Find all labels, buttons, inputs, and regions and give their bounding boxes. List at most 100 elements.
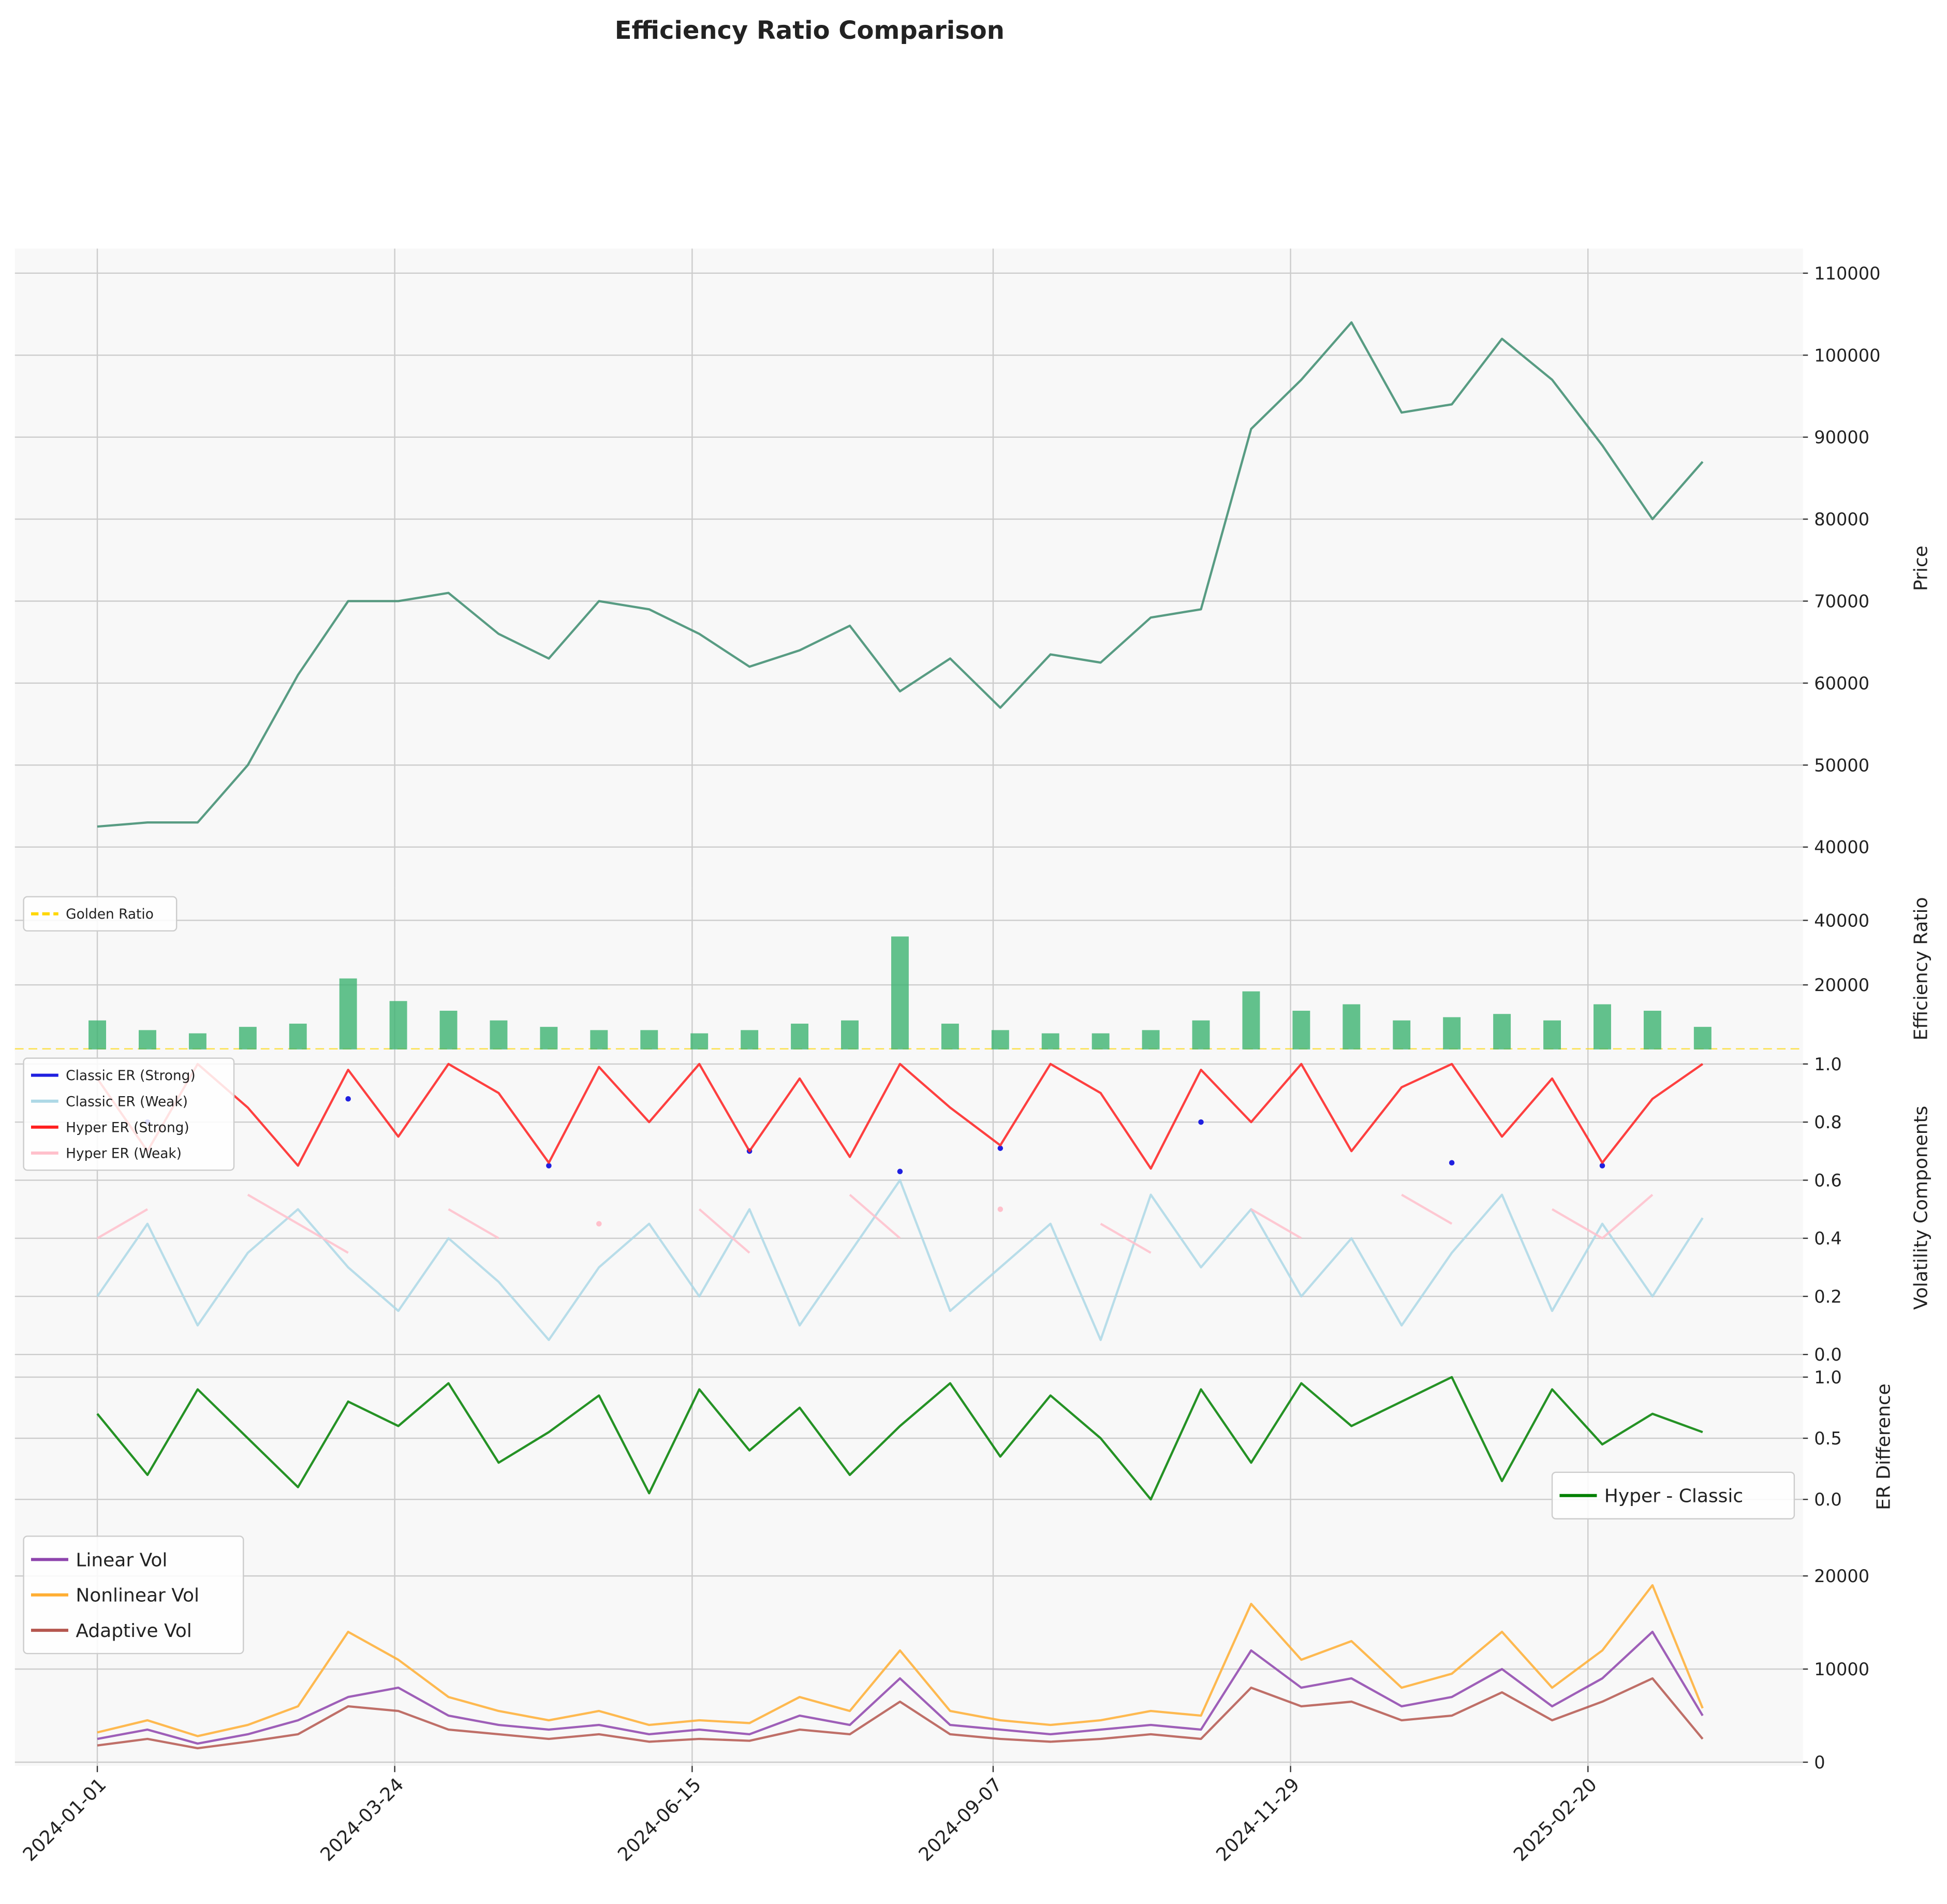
bar bbox=[741, 1030, 759, 1050]
bar bbox=[891, 936, 909, 1050]
line-point bbox=[596, 1221, 602, 1227]
bar bbox=[1493, 1014, 1511, 1050]
line bbox=[96, 1376, 1703, 1501]
y-axis-label: Price bbox=[1911, 545, 1932, 591]
y-tick-label: 50000 bbox=[1814, 755, 1869, 775]
y-tick-label: 40000 bbox=[1814, 910, 1869, 931]
line bbox=[849, 1193, 901, 1239]
legend-label: Classic ER (Strong) bbox=[66, 1068, 196, 1084]
y-tick-label: 0.0 bbox=[1814, 1489, 1841, 1510]
line-point bbox=[897, 1169, 903, 1174]
panel-background bbox=[14, 248, 1803, 888]
bar bbox=[690, 1033, 709, 1050]
bar bbox=[590, 1030, 608, 1050]
y-tick-label: 0.2 bbox=[1814, 1287, 1841, 1307]
line bbox=[96, 1062, 1704, 1170]
line-point bbox=[345, 1096, 351, 1102]
bar bbox=[188, 1033, 207, 1050]
y-tick-label: 0 bbox=[1814, 1752, 1825, 1773]
y-tick-label: 20000 bbox=[1814, 975, 1869, 995]
panel-background bbox=[14, 1049, 1803, 1366]
panel: 0.0 0.2 0.4 0.6 0.8 1.0 Volatility Components C… bbox=[14, 1049, 1932, 1366]
bar bbox=[1443, 1017, 1461, 1050]
line-point bbox=[546, 1163, 552, 1169]
legend-label: Golden Ratio bbox=[66, 907, 154, 922]
legend-box bbox=[23, 1057, 235, 1171]
y-tick-label: 0.8 bbox=[1814, 1112, 1841, 1132]
y-tick-label: 70000 bbox=[1814, 591, 1869, 611]
y-tick-label: 110000 bbox=[1814, 263, 1880, 284]
bar bbox=[841, 1020, 859, 1050]
panel-background bbox=[14, 1527, 1803, 1766]
bar bbox=[1393, 1020, 1411, 1050]
legend-box bbox=[23, 1536, 244, 1655]
bar bbox=[1242, 991, 1260, 1050]
bar bbox=[540, 1027, 558, 1050]
bar bbox=[1142, 1030, 1160, 1050]
y-axis-label: Volatility Components bbox=[1911, 1106, 1932, 1310]
bar bbox=[239, 1027, 257, 1050]
line-point bbox=[1198, 1119, 1204, 1125]
y-tick-label: 0.4 bbox=[1814, 1229, 1841, 1249]
y-tick-label: 0.6 bbox=[1814, 1170, 1841, 1190]
y-tick-label: 1.0 bbox=[1814, 1054, 1841, 1074]
y-tick-label: 100000 bbox=[1814, 345, 1880, 365]
y-axis-label: ER Difference bbox=[1874, 1383, 1895, 1510]
bar bbox=[1343, 1004, 1361, 1050]
y-tick-label: 1.0 bbox=[1814, 1367, 1841, 1388]
legend-label: Linear Vol bbox=[76, 1549, 167, 1571]
bar bbox=[289, 1023, 307, 1050]
line bbox=[247, 1193, 349, 1254]
bar bbox=[139, 1030, 156, 1050]
bar bbox=[1041, 1033, 1059, 1050]
panel: 40000 50000 60000 70000 80000 90000 100000 1100… bbox=[14, 248, 1932, 888]
line bbox=[1250, 1208, 1302, 1239]
line bbox=[97, 1630, 1704, 1745]
line bbox=[96, 1208, 149, 1239]
y-tick-label: 20000 bbox=[1814, 1566, 1869, 1586]
legend-box bbox=[1551, 1471, 1795, 1519]
y-tick-label: 80000 bbox=[1814, 509, 1869, 529]
bar bbox=[1292, 1010, 1310, 1050]
line-point bbox=[997, 1145, 1004, 1151]
bar bbox=[1693, 1027, 1712, 1050]
legend-label: Classic ER (Weak) bbox=[66, 1094, 188, 1110]
legend-label: Hyper - Classic bbox=[1604, 1486, 1743, 1507]
line-point bbox=[1449, 1160, 1455, 1166]
figure-title: Efficiency Ratio Comparison bbox=[615, 16, 1005, 45]
bar bbox=[991, 1030, 1009, 1050]
bar bbox=[1192, 1020, 1210, 1050]
y-tick-label: 10000 bbox=[1814, 1659, 1869, 1679]
y-tick-label: 0.5 bbox=[1814, 1428, 1841, 1449]
legend-label: Adaptive Vol bbox=[76, 1620, 191, 1642]
bar bbox=[439, 1010, 458, 1050]
line bbox=[96, 1179, 1704, 1341]
bar bbox=[1543, 1020, 1561, 1050]
bar bbox=[339, 978, 357, 1050]
line bbox=[97, 321, 1704, 828]
panel-background bbox=[14, 888, 1803, 1050]
line-point bbox=[997, 1206, 1004, 1212]
panel: 0.0 0.5 1.0 ER Difference Hyper - Classic bbox=[14, 1366, 1895, 1528]
legend-label: Hyper ER (Strong) bbox=[66, 1120, 189, 1135]
y-tick-label: 60000 bbox=[1814, 673, 1869, 693]
line bbox=[448, 1208, 499, 1239]
bar bbox=[1092, 1033, 1110, 1050]
legend-label: Nonlinear Vol bbox=[76, 1585, 199, 1606]
bar bbox=[1594, 1004, 1611, 1050]
line bbox=[698, 1208, 750, 1254]
line bbox=[1551, 1193, 1654, 1239]
line bbox=[1401, 1193, 1453, 1225]
legend-box bbox=[23, 896, 178, 932]
bar bbox=[941, 1023, 959, 1050]
line bbox=[97, 1677, 1704, 1750]
bar bbox=[389, 1001, 407, 1050]
bar bbox=[1643, 1010, 1661, 1050]
bar bbox=[89, 1020, 106, 1050]
y-tick-label: 0.0 bbox=[1814, 1345, 1841, 1365]
line bbox=[97, 1584, 1704, 1737]
y-tick-label: 90000 bbox=[1814, 427, 1869, 448]
panel: 20000 40000 Efficiency Ratio Golden Ratio bbox=[14, 888, 1932, 1051]
y-tick-label: 40000 bbox=[1814, 837, 1869, 858]
